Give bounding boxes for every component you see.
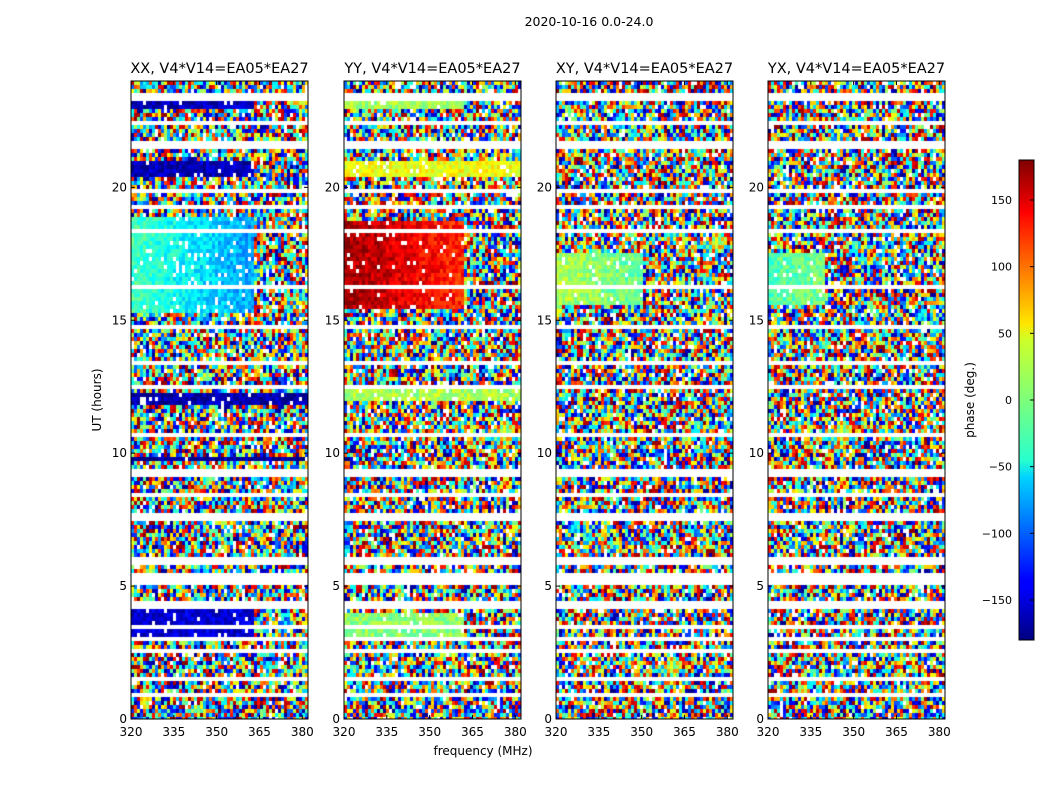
x-tick-label: 380 — [504, 725, 527, 739]
x-tick-label: 320 — [545, 725, 568, 739]
y-tick-label: 15 — [749, 313, 764, 327]
y-tick-label: 20 — [112, 180, 127, 194]
x-axis-label: frequency (MHz) — [433, 744, 532, 758]
y-tick-label: 0 — [756, 712, 764, 726]
y-tick-label: 20 — [749, 180, 764, 194]
colorbar-tick-label: −50 — [989, 461, 1012, 474]
x-tick-label: 365 — [461, 725, 484, 739]
plot-frame — [130, 80, 309, 720]
panel-1: XX, V4*V14=EA05*EA27 320 335 350 365 380 0 5 10 1… — [112, 61, 314, 739]
x-tick-label: 365 — [885, 725, 908, 739]
y-tick-label: 15 — [537, 313, 552, 327]
x-tick-label: 350 — [630, 725, 653, 739]
panel-title: XX, V4*V14=EA05*EA27 — [130, 61, 308, 77]
panels: XX, V4*V14=EA05*EA27 320 335 350 365 380 0 5 10 1… — [112, 61, 951, 739]
y-tick-label: 10 — [749, 446, 764, 460]
phase-heatmap — [131, 81, 308, 719]
colorbar-tick-label: 0 — [1005, 394, 1012, 407]
y-axis-label: UT (hours) — [90, 368, 104, 431]
y-tick-label: 5 — [544, 579, 552, 593]
colorbar: 150 100 50 0 −50 −100 −150 phase (deg.) — [963, 159, 1035, 641]
y-tick-label: 15 — [112, 313, 127, 327]
panel-4: YX, V4*V14=EA05*EA27 320 335 350 365 380 0 5 10 1… — [749, 61, 951, 739]
panel-title: YX, V4*V14=EA05*EA27 — [767, 61, 945, 77]
y-tick-label: 10 — [325, 446, 340, 460]
panel-title: XY, V4*V14=EA05*EA27 — [556, 61, 733, 77]
colorbar-label: phase (deg.) — [963, 362, 977, 438]
plot-frame — [343, 80, 522, 720]
figure-title: 2020-10-16 0.0-24.0 — [525, 14, 654, 29]
colorbar-tick-label: −100 — [982, 527, 1012, 540]
colorbar-tick-label: 50 — [998, 327, 1012, 340]
colorbar-tick-label: 150 — [991, 194, 1012, 207]
x-tick-label: 365 — [673, 725, 696, 739]
y-tick-label: 10 — [112, 446, 127, 460]
x-tick-label: 320 — [333, 725, 356, 739]
x-tick-label: 335 — [375, 725, 398, 739]
x-tick-label: 350 — [418, 725, 441, 739]
y-tick-label: 20 — [537, 180, 552, 194]
y-tick-label: 5 — [756, 579, 764, 593]
x-tick-label: 320 — [757, 725, 780, 739]
panel-2: YY, V4*V14=EA05*EA27 320 335 350 365 380 0 5 10 1… — [325, 61, 527, 739]
x-tick-label: 335 — [799, 725, 822, 739]
plot-frame — [555, 80, 734, 720]
colorbar-tick-label: −150 — [982, 594, 1012, 607]
x-tick-label: 335 — [162, 725, 185, 739]
y-tick-label: 5 — [332, 579, 340, 593]
x-tick-label: 350 — [205, 725, 228, 739]
x-tick-label: 380 — [291, 725, 314, 739]
y-tick-label: 0 — [332, 712, 340, 726]
x-tick-label: 350 — [842, 725, 865, 739]
panel-3: XY, V4*V14=EA05*EA27 320 335 350 365 380 0 5 10 1… — [537, 61, 739, 739]
y-tick-label: 10 — [537, 446, 552, 460]
x-tick-label: 365 — [248, 725, 271, 739]
phase-heatmap — [556, 81, 733, 719]
plot-frame — [767, 80, 946, 720]
y-tick-label: 15 — [325, 313, 340, 327]
y-tick-label: 5 — [119, 579, 127, 593]
x-tick-label: 320 — [120, 725, 143, 739]
phase-heatmap — [344, 81, 521, 719]
y-tick-label: 0 — [119, 712, 127, 726]
phase-heatmap — [768, 81, 945, 719]
y-tick-label: 20 — [325, 180, 340, 194]
x-tick-label: 380 — [928, 725, 951, 739]
x-tick-label: 335 — [587, 725, 610, 739]
x-tick-label: 380 — [716, 725, 739, 739]
colorbar-tick-label: 100 — [991, 261, 1012, 274]
colorbar-ticks: 150 100 50 0 −50 −100 −150 — [982, 194, 1034, 607]
panel-title: YY, V4*V14=EA05*EA27 — [343, 61, 520, 77]
y-tick-label: 0 — [544, 712, 552, 726]
